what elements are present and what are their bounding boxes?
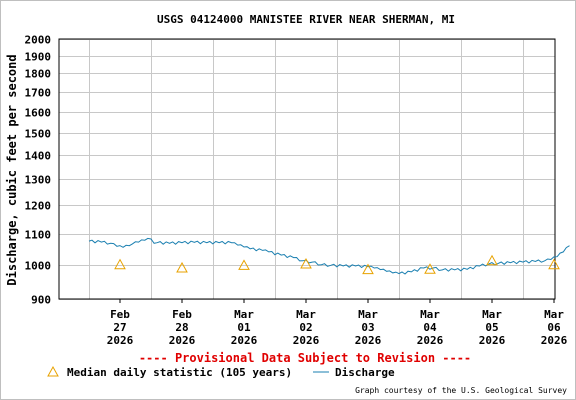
x-tick-label-line: 03 bbox=[361, 321, 374, 334]
y-tick-label: 1000 bbox=[25, 260, 52, 273]
x-tick-label-line: 2026 bbox=[417, 334, 444, 347]
x-tick-label: Mar 02 2026 bbox=[293, 308, 320, 347]
plot-area-border bbox=[58, 38, 556, 300]
y-tick-label: 1500 bbox=[25, 128, 52, 141]
x-tick-label-line: Feb bbox=[172, 308, 192, 321]
discharge-line bbox=[88, 237, 570, 275]
x-tick-label-line: Mar bbox=[544, 308, 564, 321]
x-tick-label-line: 2026 bbox=[541, 334, 568, 347]
x-tick-label-line: 02 bbox=[299, 321, 312, 334]
x-tick-label-line: 01 bbox=[237, 321, 251, 334]
x-tick-label-line: Mar bbox=[420, 308, 440, 321]
x-tick-label-line: 05 bbox=[485, 321, 498, 334]
series-layer bbox=[88, 237, 570, 275]
median-marker bbox=[176, 261, 188, 273]
y-tick-label: 1400 bbox=[25, 150, 52, 163]
y-tick-label: 1600 bbox=[25, 107, 52, 120]
x-tick-label-line: Mar bbox=[482, 308, 502, 321]
x-tick-label: Mar 06 2026 bbox=[541, 308, 568, 347]
median-marker bbox=[486, 254, 498, 266]
x-tick-label-line: 2026 bbox=[293, 334, 320, 347]
x-tick-label: Mar 05 2026 bbox=[479, 308, 506, 347]
x-tick-label: Feb 28 2026 bbox=[169, 308, 196, 347]
x-tick-label-line: 2026 bbox=[355, 334, 382, 347]
x-tick-label-line: 28 bbox=[175, 321, 188, 334]
median-marker bbox=[114, 258, 126, 270]
x-tick-label-line: Mar bbox=[358, 308, 378, 321]
x-tick-label: Mar 01 2026 bbox=[231, 308, 258, 347]
y-tick-label: 1300 bbox=[25, 174, 52, 187]
median-markers bbox=[114, 254, 560, 275]
y-tick-label: 1700 bbox=[25, 87, 52, 100]
provisional-note: ---- Provisional Data Subject to Revisio… bbox=[139, 351, 471, 365]
x-tick-label: Mar 04 2026 bbox=[417, 308, 444, 347]
x-tick-label-line: Mar bbox=[234, 308, 254, 321]
credit-text: Graph courtesy of the U.S. Geological Su… bbox=[355, 386, 567, 395]
x-tick-label-line: Mar bbox=[296, 308, 316, 321]
x-tick-label-line: 2026 bbox=[231, 334, 258, 347]
chart-title: USGS 04124000 MANISTEE RIVER NEAR SHERMA… bbox=[157, 13, 455, 26]
x-tick-label-line: 2026 bbox=[169, 334, 196, 347]
x-tick-label-line: 27 bbox=[113, 321, 126, 334]
y-tick-label: 900 bbox=[31, 294, 51, 307]
y-tick-label: 2000 bbox=[25, 34, 52, 47]
median-marker bbox=[548, 258, 560, 270]
x-tick-label: Feb 27 2026 bbox=[107, 308, 134, 347]
x-tick-label-line: 04 bbox=[423, 321, 437, 334]
median-marker bbox=[300, 258, 312, 269]
legend: Median daily statistic (105 years) Disch… bbox=[47, 365, 395, 379]
legend-discharge-label: Discharge bbox=[335, 366, 395, 379]
median-marker bbox=[424, 263, 436, 274]
y-tick-label: 1800 bbox=[25, 68, 52, 81]
x-tick-label-line: 06 bbox=[547, 321, 561, 334]
x-tick-label-line: Feb bbox=[110, 308, 130, 321]
x-tick-label-line: 2026 bbox=[479, 334, 506, 347]
y-tick-label: 1900 bbox=[25, 51, 52, 64]
x-tick-label-line: 2026 bbox=[107, 334, 134, 347]
median-marker bbox=[238, 259, 250, 270]
y-axis-label: Discharge, cubic feet per second bbox=[5, 54, 19, 285]
median-marker bbox=[362, 263, 374, 275]
legend-median-label: Median daily statistic (105 years) bbox=[67, 366, 292, 379]
x-tick-label: Mar 03 2026 bbox=[355, 308, 382, 347]
y-axis: 900 1000 1100 1200 1300 1400 1500 1600 1700 1800 1… bbox=[25, 34, 52, 307]
y-tick-label: 1100 bbox=[25, 229, 52, 242]
legend-median-symbol bbox=[47, 365, 59, 377]
y-tick-label: 1200 bbox=[25, 200, 52, 213]
